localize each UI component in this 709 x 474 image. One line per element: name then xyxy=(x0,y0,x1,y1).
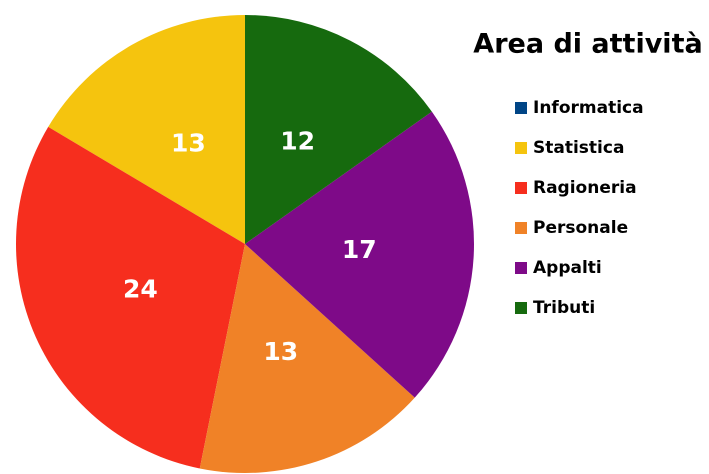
legend-swatch xyxy=(515,222,527,234)
data-label: 24 xyxy=(123,274,158,303)
pie-slice xyxy=(245,111,474,398)
legend-swatch xyxy=(515,142,527,154)
data-label: 13 xyxy=(171,128,206,157)
pie-slice xyxy=(48,15,246,244)
legend-title: Area di attività xyxy=(473,29,702,60)
data-label: 17 xyxy=(342,235,377,264)
legend-label: Statistica xyxy=(533,138,624,158)
data-label: 13 xyxy=(263,337,298,366)
data-label: 12 xyxy=(280,126,315,155)
legend-label: Tributi xyxy=(533,298,595,318)
legend-label: Appalti xyxy=(533,258,602,278)
pie-slice xyxy=(16,126,245,469)
legend-swatch xyxy=(515,182,527,194)
legend-label: Personale xyxy=(533,218,628,238)
pie-slice xyxy=(199,244,415,473)
legend-swatch xyxy=(515,262,527,274)
pie-slice xyxy=(245,15,432,244)
legend-swatch xyxy=(515,102,527,114)
legend-swatch xyxy=(515,302,527,314)
legend-label: Informatica xyxy=(533,98,644,118)
legend-label: Ragioneria xyxy=(533,178,637,198)
